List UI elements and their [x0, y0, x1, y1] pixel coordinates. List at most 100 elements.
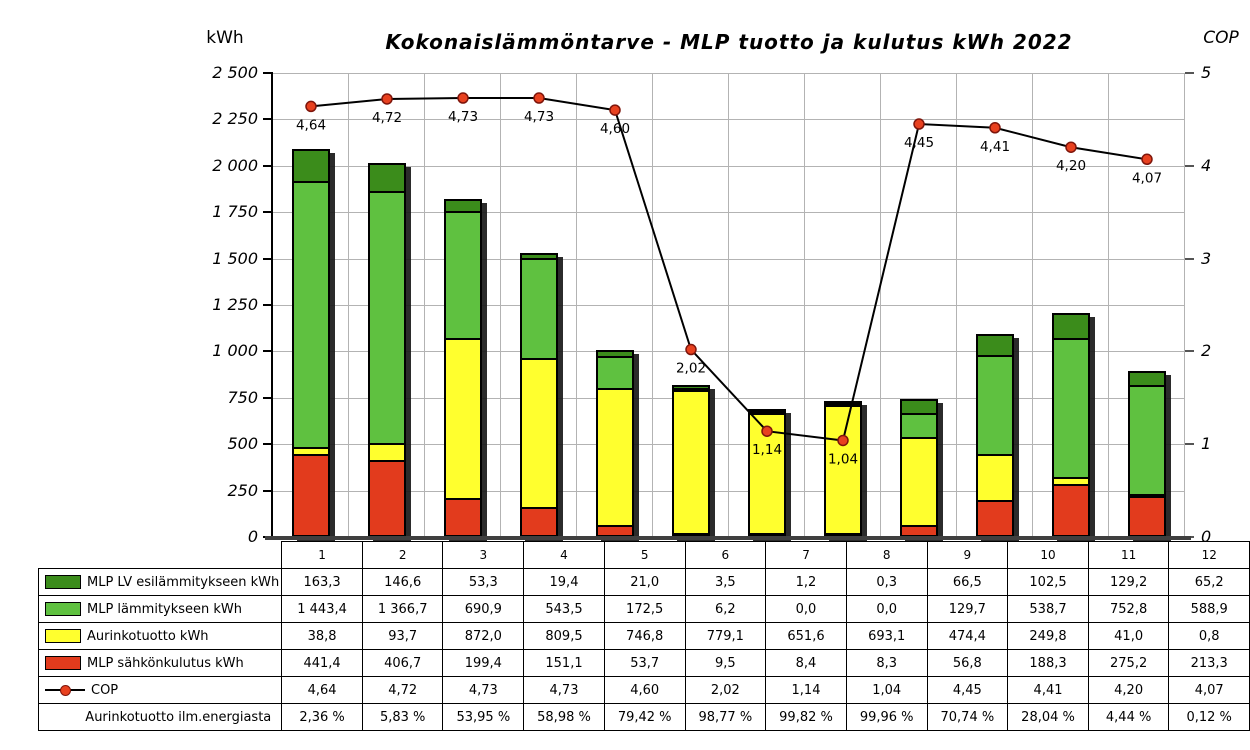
table-value-cell: 1,2	[765, 568, 847, 596]
cop-value-label: 4,73	[524, 109, 554, 125]
table-value-cell: 543,5	[523, 595, 605, 623]
legend-entry: Aurinkotuotto kWh	[45, 629, 279, 644]
table-value-cell: 0,0	[845, 595, 928, 623]
bar-segment-series-1	[902, 413, 936, 438]
h-gridline	[273, 397, 1185, 399]
bar-segment-series-2	[370, 442, 404, 461]
table-corner-cell	[39, 542, 282, 569]
table-value-cell: 4,41	[1007, 676, 1089, 704]
bar-segment-series-1	[446, 210, 480, 338]
h-gridline	[273, 73, 1185, 74]
table-value-cell: 129,2	[1087, 568, 1170, 596]
table-value-cell: 146,6	[361, 568, 444, 596]
bar-segment-series-3	[446, 498, 480, 535]
legend-cell: MLP lämmitykseen kWh	[37, 595, 283, 623]
table-value-cell: 441,4	[281, 649, 363, 677]
table-value-cell: 4,73	[442, 676, 525, 704]
legend-label: COP	[91, 682, 119, 698]
table-value-cell: 19,4	[523, 568, 605, 596]
v-gridline	[652, 73, 653, 537]
table-value-cell: 53,7	[603, 649, 686, 677]
stacked-bar-month-6	[672, 385, 710, 537]
bar-segment-series-3	[902, 524, 936, 535]
month-header-cell: 3	[442, 541, 525, 569]
table-value-cell: 1,04	[845, 676, 928, 704]
bar-segment-series-2	[902, 437, 936, 525]
legend-cell: COP	[37, 676, 283, 704]
table-value-cell: 79,42 %	[603, 703, 686, 731]
legend-cell: MLP sähkönkulutus kWh	[37, 649, 283, 677]
cop-value-label: 4,41	[980, 139, 1010, 155]
chart-title: Kokonaislämmöntarve - MLP tuotto ja kulu…	[385, 30, 1073, 54]
stacked-bar-month-3	[444, 198, 482, 537]
y-axis-tick-label: 750	[227, 387, 258, 407]
table-row: Aurinkotuotto kWh 38,8 93,7 872,0 809,5 746,8…	[37, 622, 1250, 650]
cop-line	[310, 97, 1148, 442]
right-axis-tick	[1185, 350, 1194, 353]
right-axis-tick-label: 2	[1201, 341, 1212, 361]
y-axis-tick	[263, 489, 272, 492]
right-axis-tick-label: 4	[1201, 155, 1212, 175]
cop-marker	[457, 92, 469, 104]
month-header-cell: 5	[603, 541, 686, 569]
y-axis-tick	[263, 118, 272, 121]
right-axis-tick-label: 5	[1201, 63, 1212, 82]
y-axis-tick-label: 1 000	[212, 341, 258, 361]
cop-marker	[989, 122, 1001, 134]
table-value-cell: 8,3	[845, 649, 928, 677]
y-axis-tick-label: 1 750	[212, 202, 258, 222]
cop-value-label: 4,60	[600, 121, 630, 137]
v-gridline	[576, 73, 577, 537]
cop-value-label: 4,73	[448, 109, 478, 125]
stacked-bar-month-9	[900, 399, 938, 537]
legend-entry: MLP sähkönkulutus kWh	[45, 656, 279, 671]
y-axis-tick	[263, 164, 272, 167]
h-gridline	[273, 212, 1185, 214]
y-axis-tick-label: 500	[227, 434, 258, 454]
right-axis-tick	[1185, 72, 1194, 74]
legend-label: MLP LV esilämmitykseen kWh	[87, 574, 280, 590]
data-table: 1 2 3 4 5 6 7 8 9 10 11 12 MLP LV esilämmitykseen kW…	[37, 541, 1250, 731]
bar-segment-series-2	[522, 358, 556, 508]
bar-segment-series-0	[902, 401, 936, 414]
table-value-cell: 9,5	[684, 649, 767, 677]
bar-segment-series-2	[1130, 493, 1164, 496]
legend-entry: MLP lämmitykseen kWh	[45, 602, 279, 617]
h-gridline	[273, 305, 1185, 306]
cop-marker	[381, 93, 393, 105]
table-value-cell: 99,82 %	[765, 703, 847, 731]
bar-segment-series-2	[674, 389, 708, 533]
table-row: MLP lämmitykseen kWh 1 443,4 1 366,7 690,9 5…	[37, 595, 1250, 623]
table-value-cell: 690,9	[442, 595, 525, 623]
x-axis-line	[265, 536, 1191, 540]
table-value-cell: 99,96 %	[845, 703, 928, 731]
table-value-cell: 588,9	[1168, 595, 1250, 623]
stacked-bar-month-10	[976, 334, 1014, 537]
bar-segment-series-3	[826, 533, 860, 535]
y-axis-tick	[263, 304, 272, 306]
v-gridline	[804, 73, 805, 537]
table-value-cell: 779,1	[684, 622, 767, 650]
y-axis-line	[271, 72, 273, 539]
h-gridline	[273, 351, 1185, 353]
bar-segment-series-3	[1054, 484, 1088, 535]
table-value-cell: 651,6	[765, 622, 847, 650]
series-swatch-icon	[45, 575, 81, 589]
month-header-cell: 4	[523, 541, 605, 569]
bar-segment-series-3	[598, 525, 632, 535]
y-axis-tick-label: 1 250	[212, 295, 258, 314]
h-gridline	[273, 119, 1185, 121]
right-axis-tick	[1185, 164, 1194, 167]
table-value-cell: 56,8	[926, 649, 1009, 677]
table-value-cell: 1 443,4	[281, 595, 363, 623]
right-axis-tick	[1185, 443, 1194, 446]
bar-segment-series-0	[1054, 314, 1088, 339]
table-value-cell: 38,8	[281, 622, 363, 650]
bar-segment-series-2	[1054, 476, 1088, 485]
bar-segment-series-3	[1130, 495, 1164, 535]
bar-segment-series-2	[826, 405, 860, 533]
table-value-cell: 474,4	[926, 622, 1009, 650]
stacked-bar-month-11	[1052, 312, 1090, 537]
bar-segment-series-1	[978, 355, 1012, 455]
bar-segment-series-0	[446, 200, 480, 211]
